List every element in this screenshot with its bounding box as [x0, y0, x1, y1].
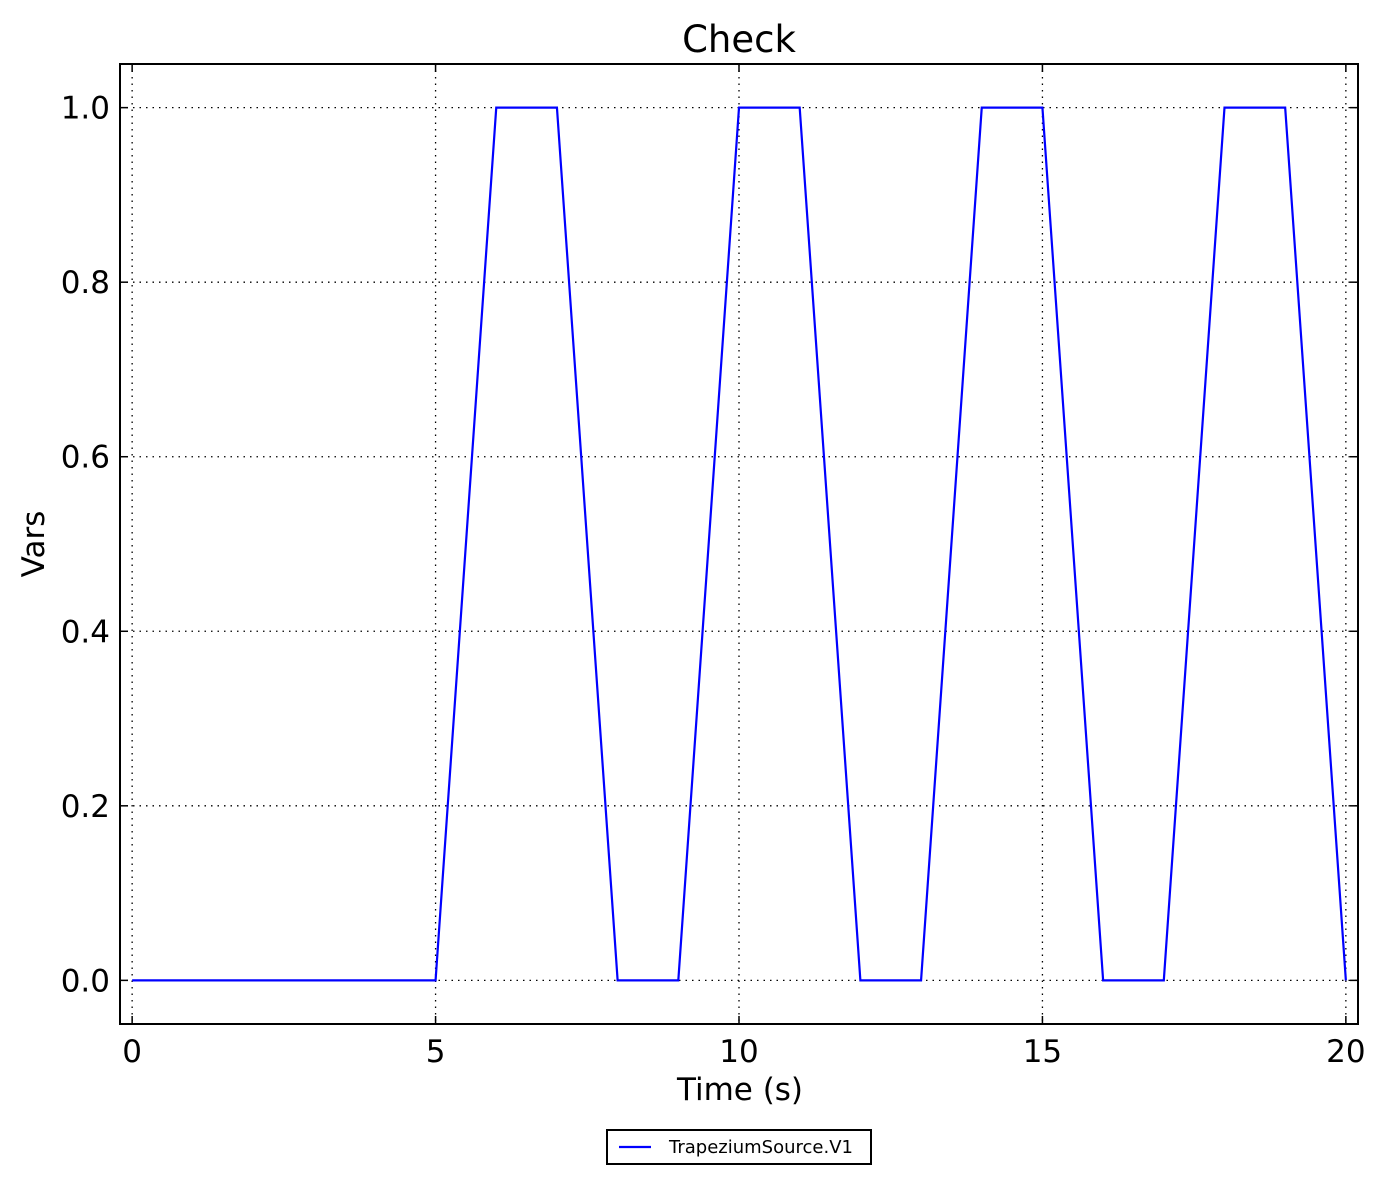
- legend: TrapeziumSource.V1: [606, 1129, 872, 1165]
- y-tick-label: 0.4: [61, 614, 110, 650]
- x-tick-label: 10: [719, 1034, 758, 1070]
- series-line: [132, 106, 1347, 982]
- x-tick-label: 20: [1326, 1034, 1365, 1070]
- y-tick-label: 1.0: [61, 91, 110, 127]
- legend-label: TrapeziumSource.V1: [668, 1137, 853, 1158]
- x-axis-label: Time (s): [676, 1072, 803, 1108]
- y-axis-label: Vars: [16, 511, 52, 578]
- y-tick-label: 0.8: [61, 265, 110, 301]
- plot-frame: [119, 63, 1359, 1025]
- x-tick-label: 5: [426, 1034, 446, 1070]
- x-tick-label: 0: [122, 1034, 142, 1070]
- chart-title: Check: [682, 18, 796, 61]
- x-tick-label: 15: [1023, 1034, 1062, 1070]
- y-tick-label: 0.0: [61, 963, 110, 999]
- y-tick-label: 0.6: [61, 440, 110, 476]
- y-tick-label: 0.2: [61, 789, 110, 825]
